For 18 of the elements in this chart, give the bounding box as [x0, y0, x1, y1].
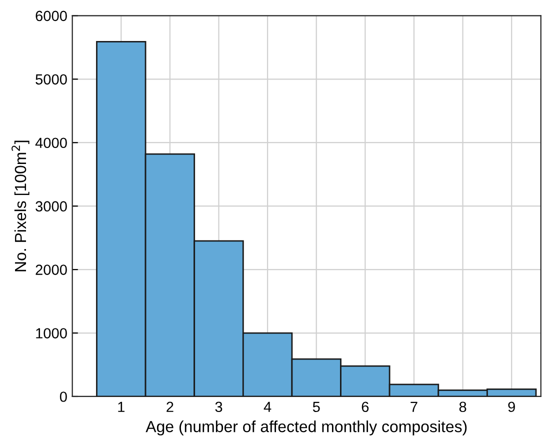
y-tick-label: 0 [60, 392, 67, 402]
y-tick-label: 2000 [36, 264, 67, 275]
x-tick-label: 9 [508, 402, 515, 412]
y-tick-label: 4000 [35, 138, 67, 148]
x-tick-label: 6 [362, 402, 369, 412]
y-tick-label: 1000 [36, 328, 67, 338]
y-tick-label: 5000 [36, 74, 67, 85]
x-tick-label: 1 [118, 402, 124, 412]
x-tick-label: 2 [166, 402, 174, 412]
x-tick-label: 4 [264, 402, 272, 412]
x-axis-title: Age (number of affected monthly composites) [146, 420, 467, 436]
y-tick-label: 3000 [36, 201, 67, 212]
x-tick-label: 5 [312, 402, 320, 412]
y-tick-label: 6000 [36, 10, 67, 22]
y-axis-title: No. Pixels [100m$^{2}$] [12, 140, 30, 272]
x-tick-label: 8 [459, 402, 466, 412]
x-tick-label: 3 [215, 402, 222, 412]
x-tick-label: 7 [410, 402, 418, 412]
